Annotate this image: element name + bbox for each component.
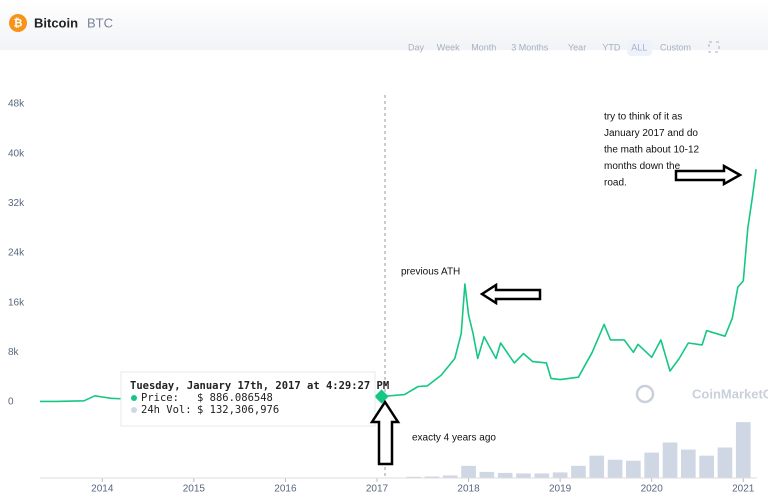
x-tick-label: 2018 — [457, 484, 480, 495]
tooltip-price: $ 886.086548 — [197, 392, 273, 404]
range-tab[interactable]: YTD — [602, 42, 621, 52]
coin-symbol: BTC — [87, 15, 113, 30]
annotation-line: try to think of it as — [604, 112, 682, 123]
y-tick-label: 32k — [8, 198, 25, 209]
volume-bar — [534, 473, 549, 478]
volume-bar — [736, 422, 751, 478]
annotation-line: months down the — [604, 161, 681, 172]
tooltip-vol-dot — [131, 407, 137, 413]
x-tick-label: 2019 — [549, 484, 572, 495]
y-tick-label: 8k — [8, 347, 20, 358]
range-tab[interactable]: Custom — [660, 42, 691, 52]
range-tab[interactable]: 3 Months — [511, 42, 549, 52]
volume-bar — [699, 456, 714, 478]
volume-bar — [461, 466, 476, 478]
tooltip-price-label: Price: — [141, 392, 179, 404]
volume-bar — [553, 472, 568, 478]
volume-bar — [626, 461, 641, 478]
volume-bar — [516, 473, 531, 478]
y-tick-label: 40k — [8, 148, 25, 159]
header-bar — [0, 0, 768, 50]
annotation-line: road. — [604, 178, 627, 189]
volume-bar — [589, 456, 604, 478]
range-tab[interactable]: ALL — [631, 42, 647, 52]
volume-bar — [663, 442, 678, 478]
y-tick-label: 0 — [8, 397, 14, 408]
volume-bar — [480, 472, 495, 478]
annotation-ath: previous ATH — [401, 267, 460, 278]
x-tick-label: 2016 — [274, 484, 297, 495]
annotation-line: January 2017 and do — [604, 128, 698, 139]
tooltip-date: Tuesday, January 17th, 2017 at 4:29:27 P… — [130, 380, 389, 392]
arrow-up — [372, 402, 398, 464]
arrow-left — [482, 285, 540, 303]
x-tick-label: 2014 — [91, 484, 114, 495]
tooltip-vol-label: 24h Vol: — [141, 404, 192, 416]
range-tab[interactable]: Day — [408, 42, 425, 52]
range-tab[interactable]: Month — [471, 42, 496, 52]
x-tick-label: 2017 — [366, 484, 389, 495]
range-tab[interactable]: Week — [437, 42, 460, 52]
volume-bar — [718, 448, 733, 478]
coin-icon-glyph: ₿ — [14, 17, 23, 29]
watermark-logo — [637, 386, 653, 402]
tooltip-price-dot — [131, 395, 137, 401]
y-tick-label: 24k — [8, 248, 25, 259]
price-line — [40, 169, 756, 401]
volume-bar — [681, 450, 696, 478]
watermark: CoinMarketCap — [692, 386, 768, 401]
volume-bar — [644, 453, 659, 478]
annotation-four-years: exacty 4 years ago — [412, 433, 496, 444]
volume-bar — [571, 466, 586, 478]
arrow-right — [676, 166, 740, 184]
annotation-line: the math about 10-12 — [604, 145, 700, 156]
range-tab[interactable]: Year — [568, 42, 586, 52]
x-tick-label: 2021 — [732, 484, 755, 495]
y-tick-label: 16k — [8, 297, 25, 308]
coin-name: Bitcoin — [34, 15, 78, 30]
y-tick-label: 48k — [8, 99, 25, 110]
x-tick-label: 2020 — [641, 484, 664, 495]
volume-bar — [498, 473, 513, 478]
tooltip-vol: $ 132,306,976 — [197, 404, 279, 416]
x-tick-label: 2015 — [183, 484, 206, 495]
volume-bar — [608, 460, 623, 478]
